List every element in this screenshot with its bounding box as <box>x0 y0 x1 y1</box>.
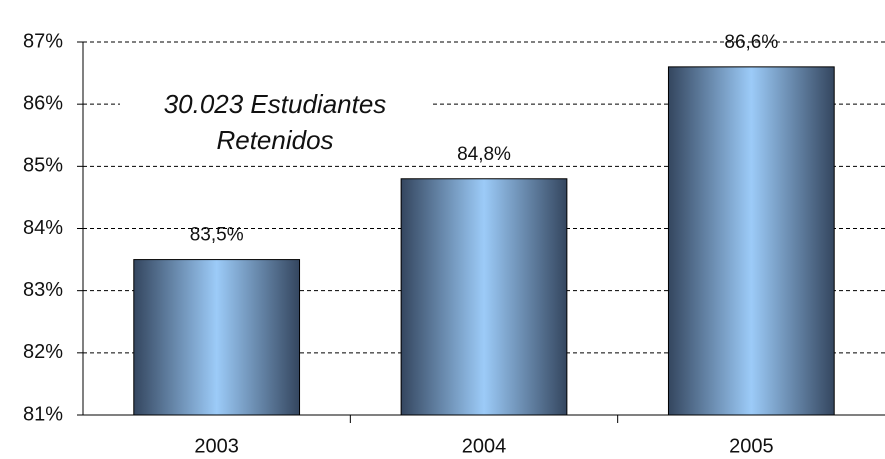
bar <box>400 178 568 416</box>
data-label: 84,8% <box>457 144 511 165</box>
y-tick-label: 87% <box>23 30 63 52</box>
x-tick-label: 2003 <box>194 435 239 457</box>
data-label: 83,5% <box>190 225 244 246</box>
y-tick-label: 85% <box>23 155 63 177</box>
x-tick-label: 2004 <box>462 435 507 457</box>
x-tick-label: 2005 <box>729 435 774 457</box>
y-tick-label: 86% <box>23 92 63 114</box>
y-tick-label: 81% <box>23 403 63 425</box>
y-tick-label: 82% <box>23 341 63 363</box>
y-tick-label: 84% <box>23 217 63 239</box>
bar <box>667 66 835 416</box>
annotation: Retenidos <box>216 125 333 155</box>
bar <box>133 259 301 416</box>
annotation-background <box>120 86 430 162</box>
data-label: 86,6% <box>724 32 778 53</box>
annotation: 30.023 Estudiantes <box>164 89 387 119</box>
y-tick-label: 83% <box>23 279 63 301</box>
